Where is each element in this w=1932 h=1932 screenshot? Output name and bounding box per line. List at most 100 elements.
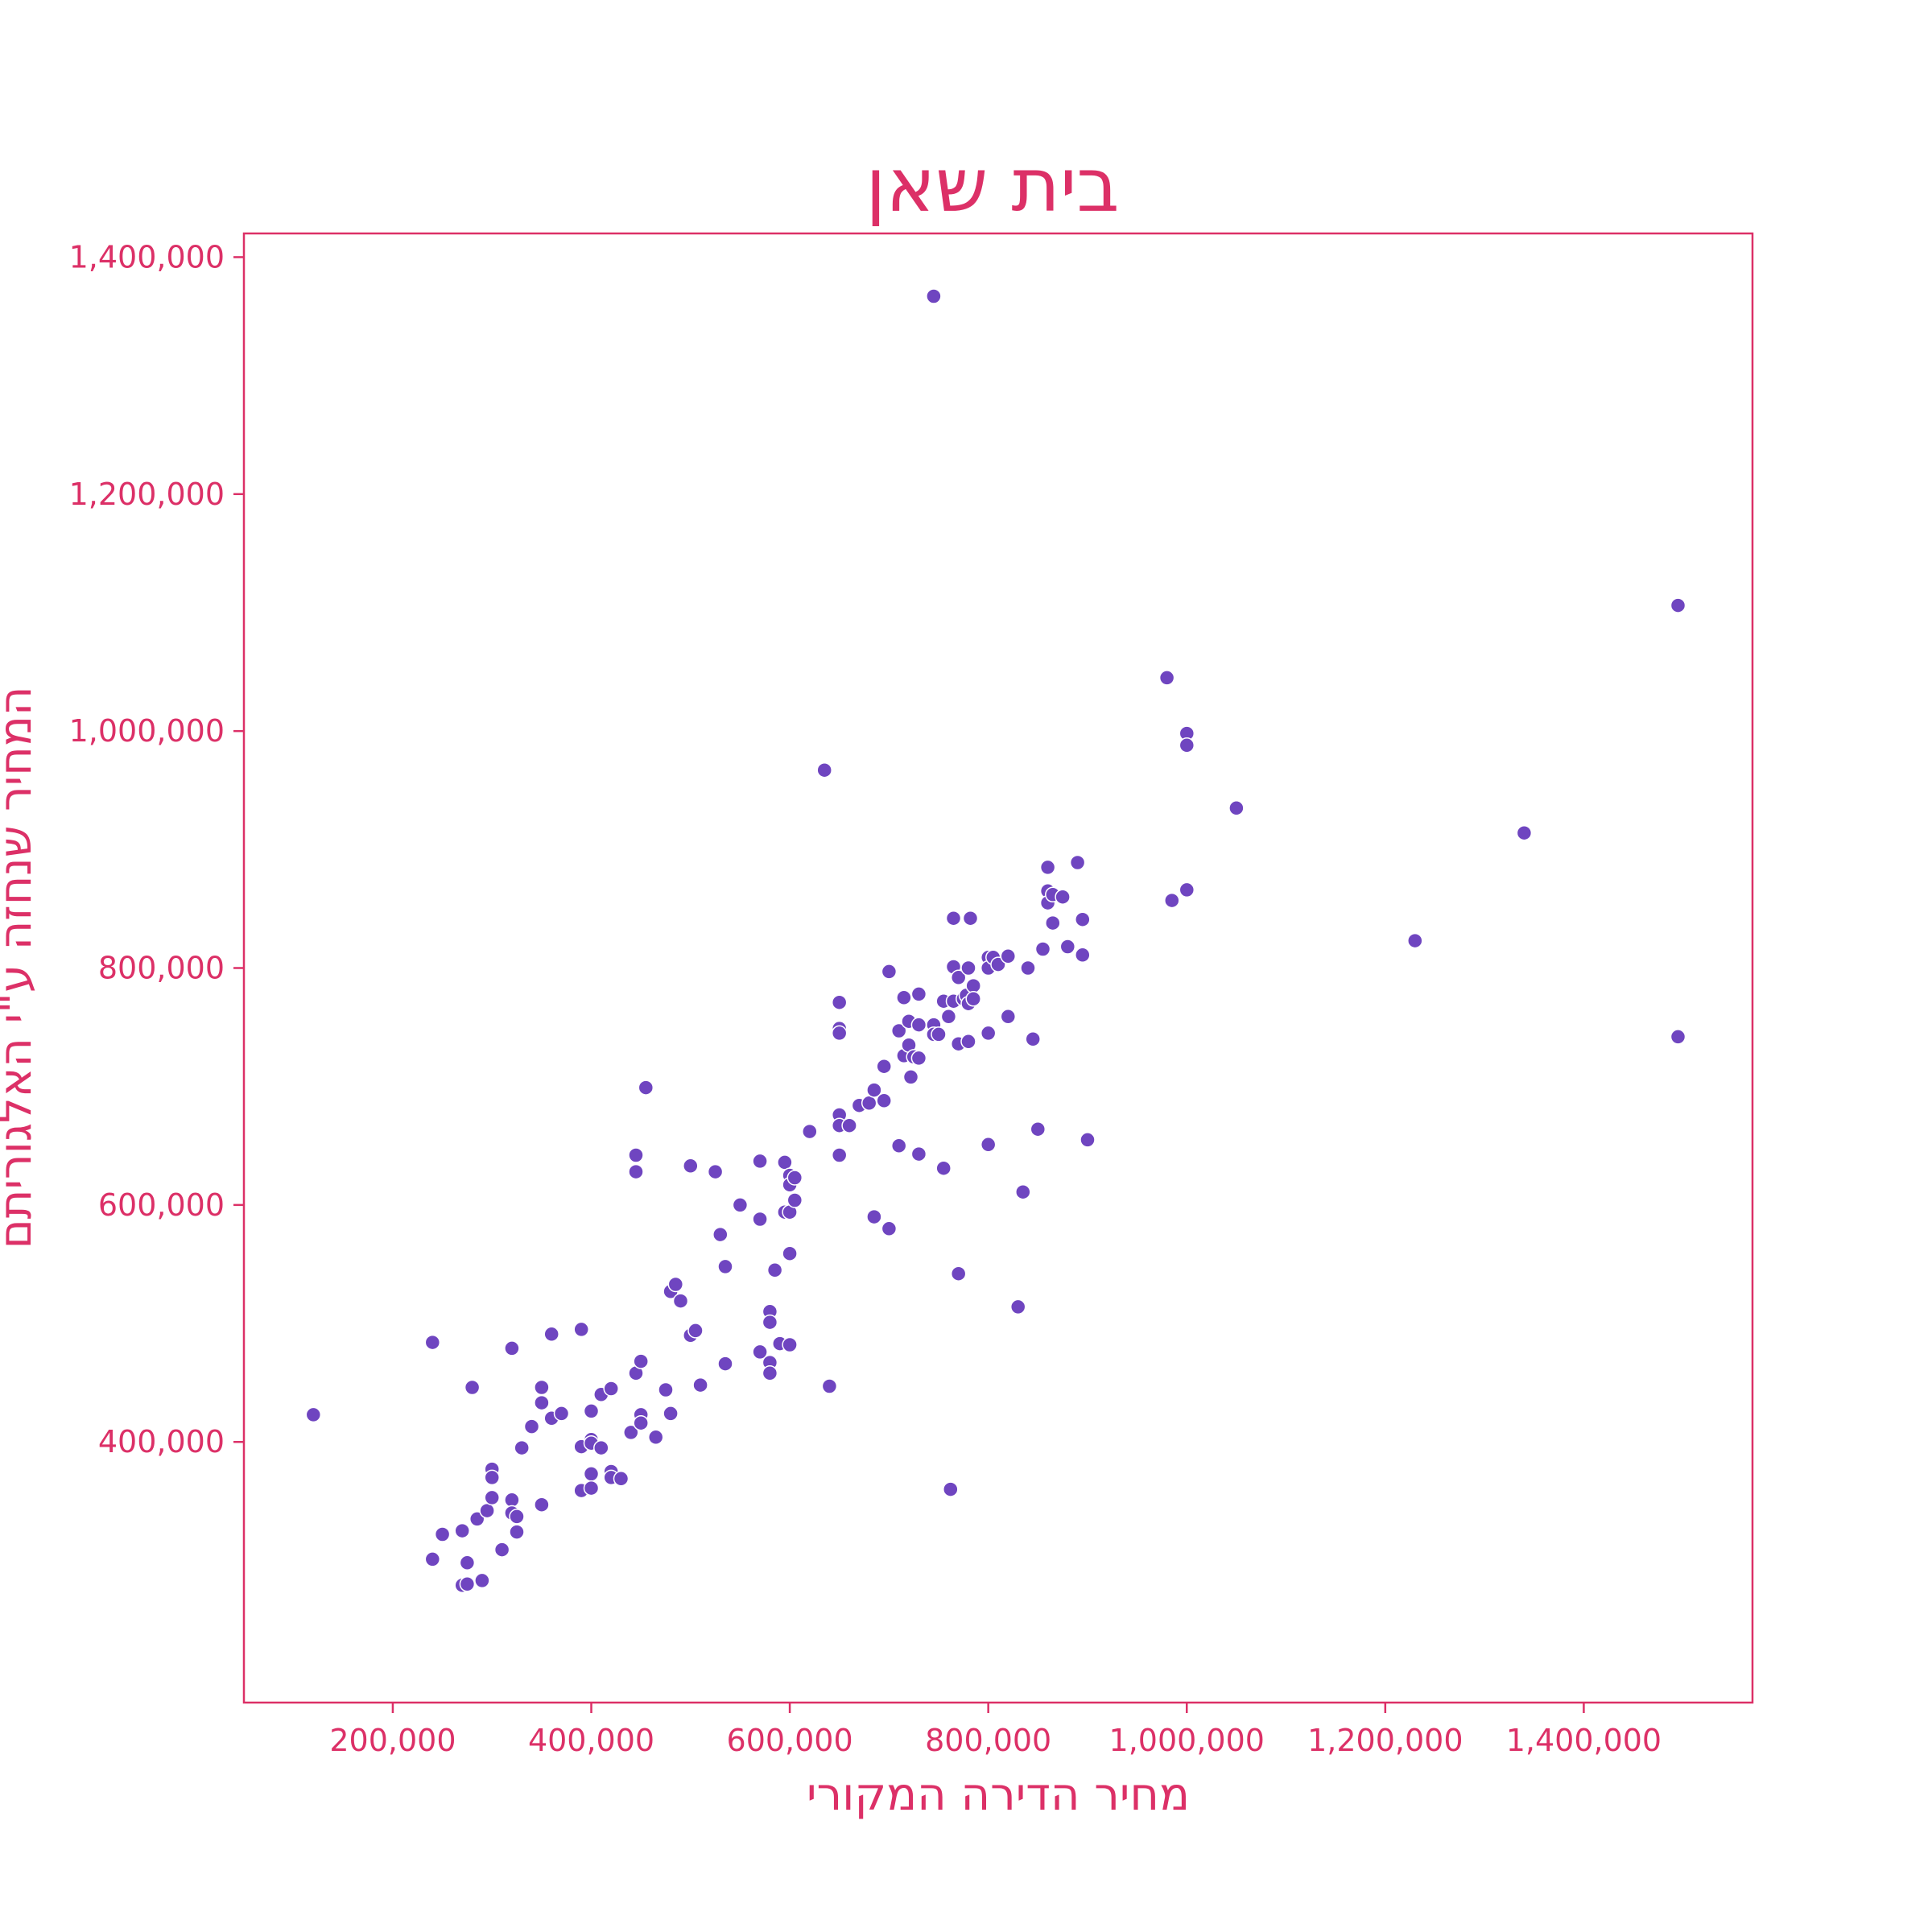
data-point xyxy=(890,1022,907,1039)
data-point xyxy=(926,288,942,304)
data-point xyxy=(707,1163,724,1180)
data-point xyxy=(484,1489,500,1506)
data-point xyxy=(712,1226,729,1243)
data-point xyxy=(960,1034,976,1050)
x-tick-label: 800,000 xyxy=(925,1723,1051,1758)
data-point xyxy=(1009,1298,1026,1315)
data-point xyxy=(943,1481,959,1497)
data-point xyxy=(960,960,976,976)
data-point xyxy=(1407,932,1423,949)
data-point xyxy=(583,1466,600,1482)
data-point xyxy=(950,969,967,986)
data-point xyxy=(910,1146,927,1162)
x-tick-label: 600,000 xyxy=(727,1723,853,1758)
data-point xyxy=(821,1378,838,1394)
data-point xyxy=(647,1429,664,1446)
data-point xyxy=(1059,939,1076,955)
x-tick-label: 1,000,000 xyxy=(1109,1723,1265,1758)
data-point xyxy=(663,1406,679,1422)
data-point xyxy=(786,1170,803,1186)
data-point xyxy=(841,1117,857,1133)
data-point xyxy=(1164,892,1180,909)
y-tick-label: 1,200,000 xyxy=(69,477,225,512)
data-point xyxy=(752,1344,768,1360)
data-point xyxy=(687,1323,704,1339)
data-point xyxy=(1030,1121,1046,1137)
data-point xyxy=(1069,854,1086,871)
data-point xyxy=(1075,911,1091,927)
data-point xyxy=(881,964,898,980)
data-point xyxy=(692,1377,708,1393)
y-tick-label: 400,000 xyxy=(98,1424,225,1459)
data-point xyxy=(593,1439,609,1456)
x-axis-ticks: 200,000 400,000 600,000 800,000 1,000,000 1,2… xyxy=(329,1703,1662,1758)
data-point xyxy=(1075,947,1091,964)
data-point xyxy=(1158,670,1175,686)
data-point xyxy=(866,1208,882,1225)
data-point xyxy=(762,1314,778,1331)
data-point xyxy=(1000,1009,1017,1025)
data-point xyxy=(1045,914,1061,931)
y-axis-label: המחיר שנחזה ע"י האלגוריתם xyxy=(0,686,42,1249)
data-point xyxy=(464,1379,481,1396)
data-point xyxy=(752,1153,768,1170)
data-point xyxy=(1670,597,1686,613)
data-point xyxy=(474,1572,490,1589)
data-point xyxy=(459,1554,476,1571)
x-axis-label: מחיר הדירה המקורי xyxy=(807,1769,1190,1821)
data-point xyxy=(1039,859,1056,876)
data-point xyxy=(1516,824,1533,841)
data-point xyxy=(816,762,832,778)
data-point xyxy=(896,989,912,1006)
data-point xyxy=(553,1406,570,1422)
data-point xyxy=(732,1197,749,1213)
data-point xyxy=(583,1403,600,1419)
y-tick-label: 800,000 xyxy=(98,951,225,986)
y-tick-label: 600,000 xyxy=(98,1187,225,1223)
y-tick-label: 1,400,000 xyxy=(69,239,225,275)
data-point xyxy=(902,1069,919,1085)
data-point xyxy=(1020,960,1036,976)
data-point xyxy=(1055,889,1071,905)
data-point xyxy=(980,1137,997,1153)
data-point xyxy=(931,1026,947,1042)
points-layer xyxy=(305,288,1686,1594)
x-tick-label: 400,000 xyxy=(528,1723,654,1758)
x-tick-label: 1,200,000 xyxy=(1307,1723,1463,1758)
data-point xyxy=(583,1480,600,1496)
data-point xyxy=(534,1379,550,1396)
data-point xyxy=(1000,948,1017,964)
data-point xyxy=(1179,737,1195,753)
data-point xyxy=(1670,1029,1686,1045)
data-point xyxy=(766,1262,783,1278)
data-point xyxy=(786,1192,803,1208)
data-point xyxy=(717,1258,733,1275)
data-point xyxy=(623,1424,639,1441)
data-point xyxy=(777,1154,793,1170)
data-point xyxy=(514,1439,530,1456)
data-point xyxy=(935,1160,952,1176)
data-point xyxy=(493,1542,510,1558)
data-point xyxy=(543,1326,559,1343)
data-point xyxy=(782,1336,798,1353)
data-point xyxy=(628,1163,644,1180)
data-point xyxy=(613,1471,630,1487)
data-point xyxy=(950,1265,967,1282)
data-point xyxy=(866,1082,882,1098)
data-point xyxy=(424,1334,441,1351)
data-point xyxy=(504,1340,520,1356)
data-point xyxy=(752,1211,768,1228)
data-point xyxy=(454,1522,470,1539)
data-point xyxy=(628,1147,644,1163)
data-point xyxy=(890,1137,907,1154)
data-point xyxy=(1228,800,1245,816)
y-tick-label: 1,000,000 xyxy=(69,713,225,749)
data-point xyxy=(1025,1031,1041,1047)
data-point xyxy=(910,1017,927,1033)
data-point xyxy=(717,1356,733,1372)
data-point xyxy=(305,1406,322,1423)
data-point xyxy=(940,1009,957,1025)
data-point xyxy=(683,1158,699,1174)
data-point xyxy=(633,1414,649,1431)
